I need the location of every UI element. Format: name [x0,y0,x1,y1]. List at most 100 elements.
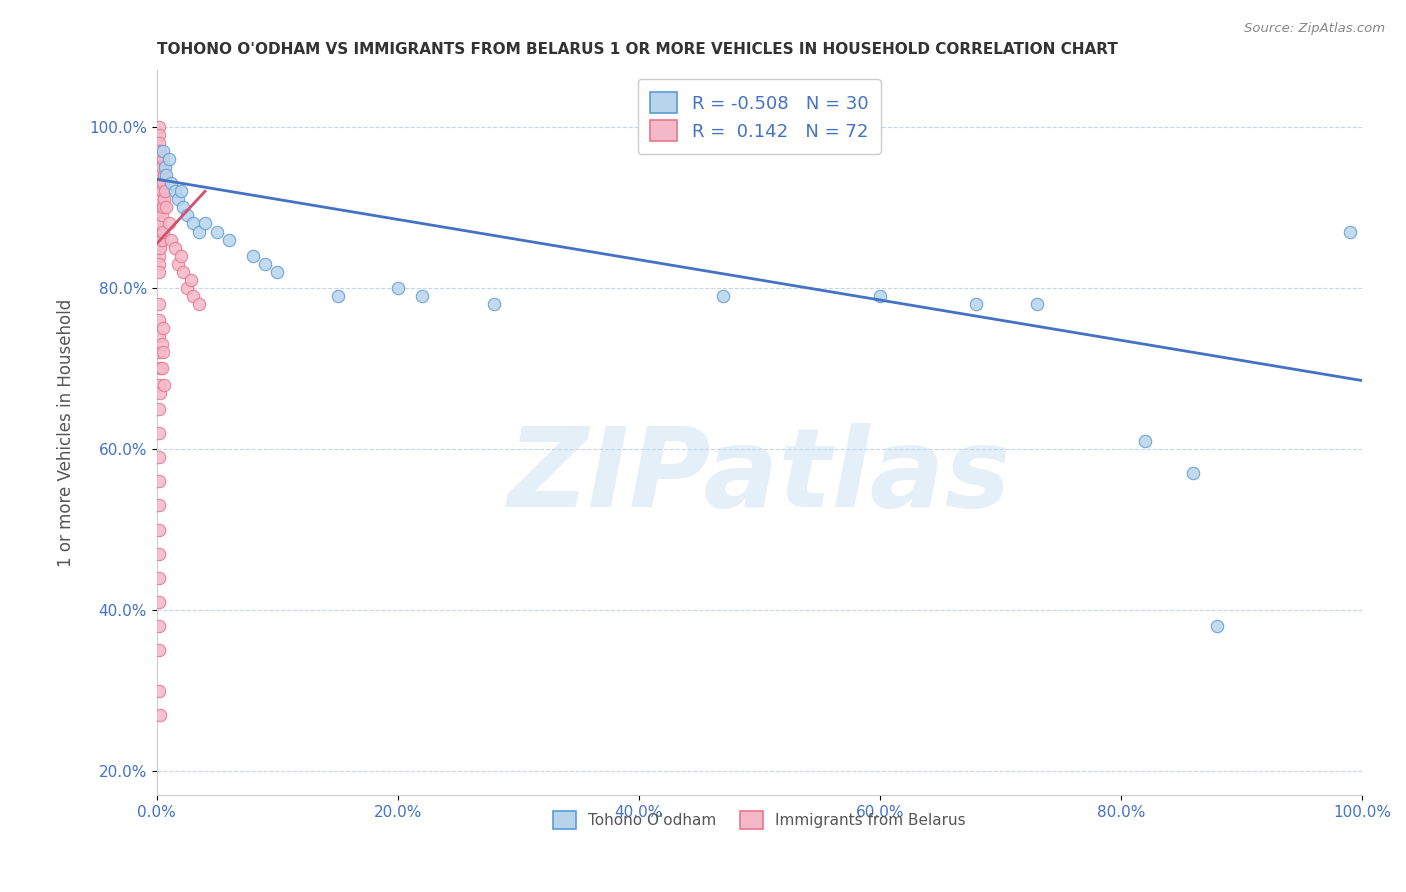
Point [148,377,170,392]
Point [218,233,240,247]
Point [254,257,277,271]
Point [148,184,170,198]
Point [155,184,177,198]
Point [163,184,186,198]
Point [148,225,170,239]
Point [152,345,174,359]
Point [148,297,170,311]
Point [148,168,170,182]
Point [170,184,193,198]
Point [150,337,173,351]
Point [484,297,506,311]
Point [149,361,172,376]
Point [148,192,170,206]
Point [148,523,170,537]
Text: ZIPatlas: ZIPatlas [508,423,1011,530]
Point [148,120,170,134]
Point [148,425,170,440]
Point [152,152,174,166]
Text: TOHONO O'ODHAM VS IMMIGRANTS FROM BELARUS 1 OR MORE VEHICLES IN HOUSEHOLD CORREL: TOHONO O'ODHAM VS IMMIGRANTS FROM BELARU… [157,42,1118,57]
Point [160,176,183,190]
Point [181,217,204,231]
Point [869,289,891,303]
Point [711,289,734,303]
Y-axis label: 1 or more Vehicles in Household: 1 or more Vehicles in Household [58,299,75,567]
Point [1182,466,1205,480]
Point [411,289,433,303]
Point [242,249,264,263]
Point [149,217,172,231]
Point [266,265,288,279]
Point [157,217,180,231]
Point [150,233,173,247]
Point [148,200,170,214]
Point [153,192,176,206]
Point [148,450,170,464]
Point [181,289,204,303]
Point [176,209,198,223]
Point [148,499,170,513]
Point [153,168,176,182]
Point [148,176,170,190]
Point [155,200,177,214]
Point [1133,434,1156,448]
Text: Source: ZipAtlas.com: Source: ZipAtlas.com [1244,22,1385,36]
Point [153,377,176,392]
Point [155,160,177,174]
Point [176,281,198,295]
Point [148,233,170,247]
Point [149,385,172,400]
Point [172,200,194,214]
Point [149,707,172,722]
Point [152,321,174,335]
Point [148,345,170,359]
Point [180,273,202,287]
Point [205,225,228,239]
Point [152,144,174,158]
Point [148,401,170,416]
Point [148,241,170,255]
Point [149,168,172,182]
Point [148,329,170,343]
Point [194,217,217,231]
Point [148,313,170,327]
Point [149,144,172,158]
Point [167,257,190,271]
Point [157,152,180,166]
Point [155,168,177,182]
Point [965,297,987,311]
Point [163,241,186,255]
Point [1206,619,1229,633]
Point [148,249,170,263]
Legend: Tohono O'odham, Immigrants from Belarus: Tohono O'odham, Immigrants from Belarus [547,805,972,835]
Point [167,192,190,206]
Point [188,297,211,311]
Point [150,361,173,376]
Point [148,160,170,174]
Point [148,683,170,698]
Point [148,209,170,223]
Point [148,475,170,489]
Point [188,225,211,239]
Point [152,200,174,214]
Point [172,265,194,279]
Point [148,152,170,166]
Point [148,571,170,585]
Point [1339,225,1361,239]
Point [149,241,172,255]
Point [160,233,183,247]
Point [150,209,173,223]
Point [152,176,174,190]
Point [150,184,173,198]
Point [387,281,409,295]
Point [148,136,170,150]
Point [148,619,170,633]
Point [170,249,193,263]
Point [152,225,174,239]
Point [150,160,173,174]
Point [148,643,170,657]
Point [1025,297,1047,311]
Point [148,144,170,158]
Point [148,547,170,561]
Point [326,289,349,303]
